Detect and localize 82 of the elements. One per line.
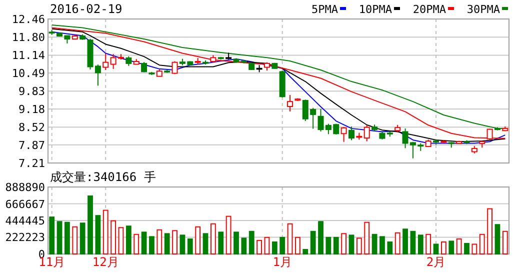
bar [49,216,55,254]
y-tick-label: 444445 [5,214,45,228]
bar [456,238,462,254]
bar [56,221,62,254]
legend-label: 30PMA [466,3,500,16]
bar [418,234,424,254]
y-tick-label: 7.21 [18,157,45,170]
y-tick-label: 9.18 [18,102,45,116]
y-tick-label: 666667 [5,198,45,211]
bar [479,234,485,254]
bar [494,224,500,254]
bar [80,222,86,254]
bar [394,232,400,254]
bar [110,220,116,254]
bar [333,236,339,254]
bar [318,221,324,254]
bar [234,232,239,254]
legend-label: 10PMA [358,3,392,16]
x-tick-label: 1月 [272,255,292,269]
bar [464,242,470,254]
bar [264,236,270,254]
bar [448,240,454,254]
bar [241,238,247,254]
bar [88,195,93,254]
bar [210,223,216,254]
x-tick-label: 2月 [426,255,446,269]
bar [187,238,193,254]
bar [426,234,432,254]
bar [502,230,508,254]
y-tick-label: 7.87 [18,138,45,152]
bar [287,223,293,254]
bar [272,241,278,254]
bar [64,222,70,254]
bar [180,234,186,254]
bar [440,241,446,254]
bar [295,236,300,254]
bar [433,244,439,254]
bar [280,236,286,254]
y-tick-label: 12.46 [12,13,45,26]
bar [372,234,378,254]
bar [402,228,408,254]
bar [487,208,492,254]
bar [118,227,124,254]
chart-title: 成交量:340166 手 [50,170,156,184]
bar [310,230,316,254]
bar [256,240,262,254]
bar [364,222,370,254]
bar [341,233,347,254]
bar [149,236,154,254]
bar [202,233,208,254]
y-tick-label: 8.52 [18,121,45,134]
bar [134,234,140,254]
bar [141,232,147,254]
bar [172,230,178,254]
bar [348,234,354,254]
bar [387,241,393,254]
bar [218,232,224,254]
legend-label: 20PMA [412,3,446,16]
legend-label: 5PMA [312,3,338,16]
bar [380,236,385,254]
bar [410,230,416,254]
y-tick-label: 11.14 [12,49,46,62]
y-tick-label: 11.80 [12,31,45,44]
bar [302,248,308,254]
chart-title: 2016-02-19 [50,2,122,16]
bar [248,230,254,254]
bar [164,233,170,254]
y-tick-label: 10.49 [12,67,45,80]
y-tick-label: 222223 [5,231,45,244]
bar [472,244,478,254]
bar [326,236,332,254]
y-tick-label: 888890 [5,181,45,194]
bar [195,226,201,254]
bar [226,216,232,254]
bar [102,210,108,254]
bar [126,226,132,254]
bar [72,226,78,254]
bar [95,215,101,254]
y-tick-label: 9.83 [18,85,45,98]
x-tick-label: 12月 [92,255,119,269]
bar [156,229,162,254]
bar [356,238,362,254]
